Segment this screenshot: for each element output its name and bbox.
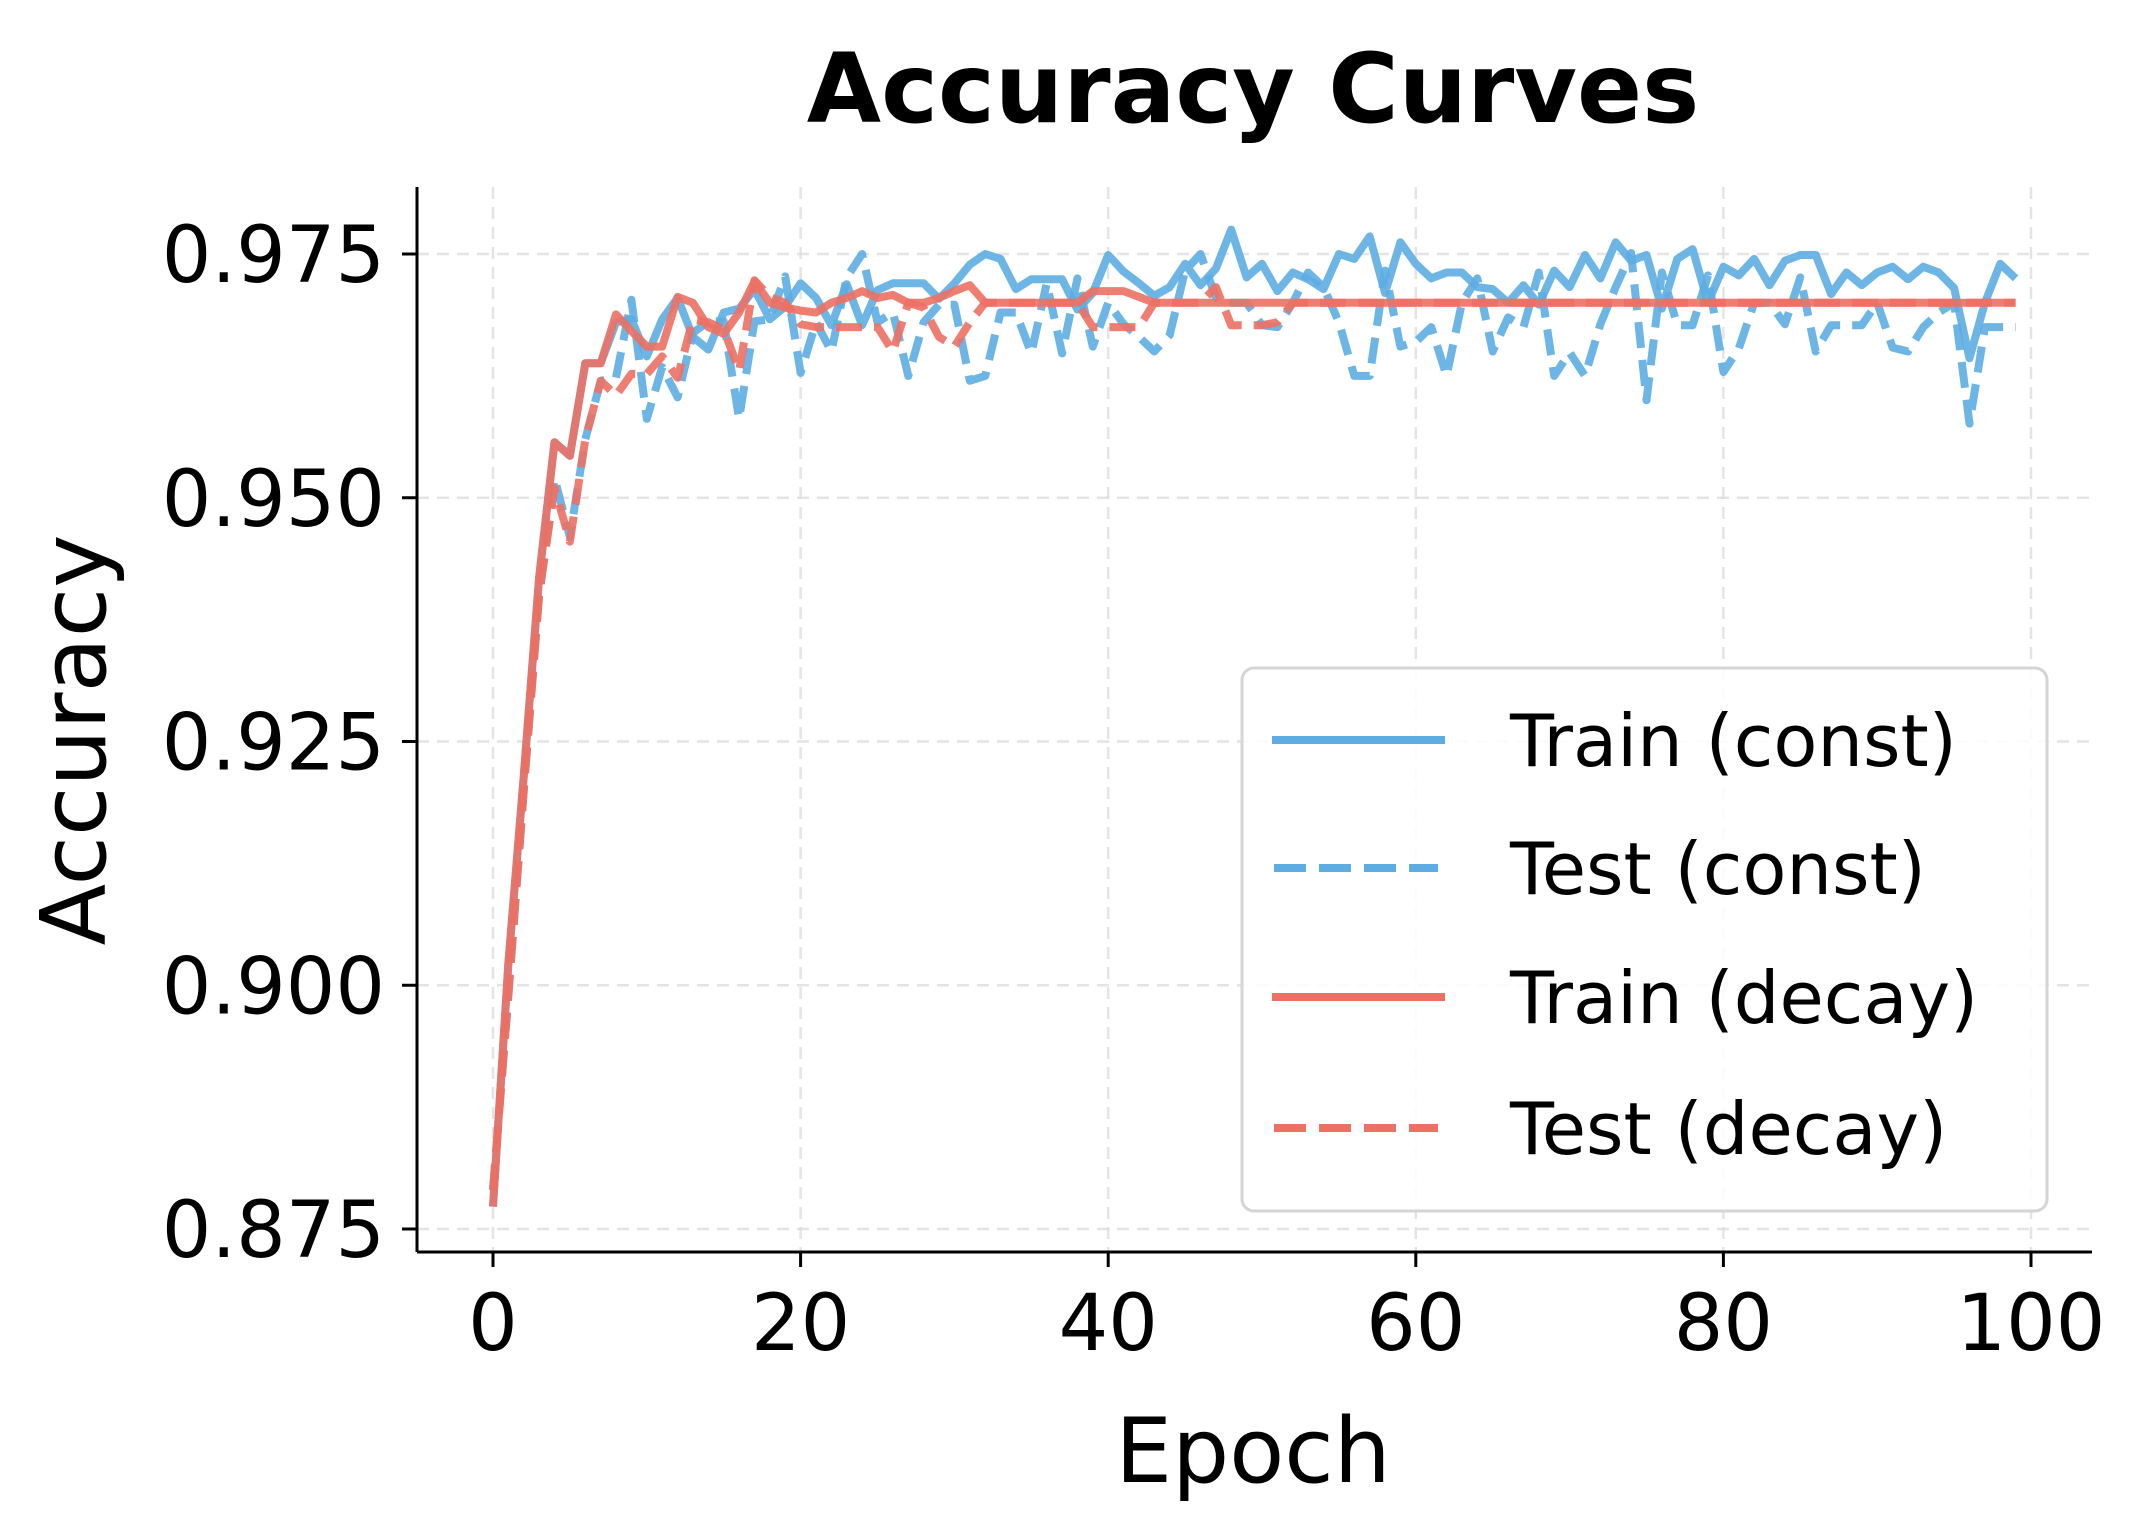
y-tick-label: 0.875 — [162, 1186, 385, 1276]
legend-item: Train (const) — [1272, 699, 1957, 783]
legend-label: Train (const) — [1509, 699, 1957, 783]
legend-box — [1240, 666, 2049, 1213]
x-tick-label: 20 — [751, 1279, 850, 1369]
y-tick-label: 0.950 — [162, 455, 385, 545]
legend-label: Test (decay) — [1509, 1087, 1947, 1171]
y-tick-label: 0.925 — [162, 699, 385, 789]
legend-item: Test (decay) — [1274, 1087, 1947, 1171]
x-tick-label: 100 — [1957, 1279, 2106, 1369]
x-tick-label: 60 — [1366, 1279, 1465, 1369]
y-tick-label: 0.900 — [162, 942, 385, 1032]
x-tick-label: 80 — [1674, 1279, 1773, 1369]
x-axis-label: Epoch — [1115, 1399, 1391, 1504]
legend-item: Train (decay) — [1272, 956, 1978, 1040]
x-tick-label: 40 — [1059, 1279, 1158, 1369]
y-axis-label: Accuracy — [22, 535, 127, 946]
series-test-decay — [489, 276, 2016, 1191]
x-axis-ticks: 0 20 40 60 80 100 — [468, 1252, 2105, 1369]
legend-item: Test (const) — [1274, 827, 1926, 911]
legend: Train (const) Test (const) Train (decay) Te… — [1240, 666, 2049, 1213]
legend-label: Test (const) — [1509, 827, 1926, 911]
x-tick-label: 0 — [468, 1279, 518, 1369]
y-axis-ticks: 0.875 0.900 0.925 0.950 0.975 — [162, 211, 417, 1276]
legend-label: Train (decay) — [1509, 956, 1978, 1040]
chart-title: Accuracy Curves — [807, 33, 1699, 145]
y-tick-label: 0.975 — [162, 211, 385, 301]
series-lines — [489, 225, 2019, 1207]
